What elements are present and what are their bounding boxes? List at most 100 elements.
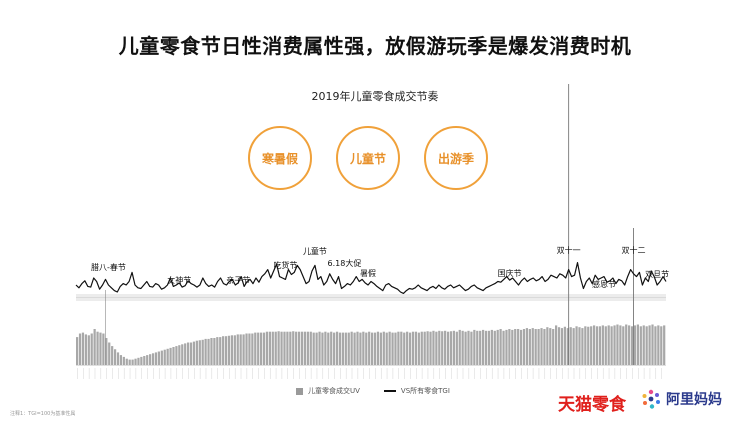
uv-bar bbox=[306, 331, 309, 365]
uv-bar bbox=[391, 332, 394, 365]
uv-bar bbox=[113, 349, 117, 365]
annotation-label: 双十二 bbox=[622, 245, 646, 255]
uv-bar bbox=[84, 334, 87, 365]
uv-bar bbox=[660, 326, 663, 365]
uv-bar bbox=[572, 328, 575, 365]
annotation-label: 6.18大促 bbox=[328, 258, 362, 268]
uv-bar bbox=[373, 332, 377, 365]
uv-bar bbox=[178, 345, 181, 365]
uv-bar bbox=[639, 326, 642, 365]
uv-bar bbox=[525, 328, 529, 365]
uv-bar bbox=[537, 329, 540, 365]
uv-bar bbox=[590, 326, 593, 365]
annotation-label: 双十一 bbox=[557, 245, 581, 255]
uv-bar bbox=[581, 328, 584, 365]
uv-bar bbox=[423, 331, 426, 365]
uv-bar bbox=[368, 331, 371, 365]
uv-bar bbox=[318, 331, 321, 365]
uv-bar bbox=[271, 331, 274, 365]
uv-bar bbox=[359, 332, 362, 365]
uv-bar bbox=[160, 350, 163, 365]
uv-bar bbox=[473, 329, 476, 365]
uv-bar bbox=[268, 331, 271, 365]
uv-bar bbox=[517, 329, 520, 365]
uv-bar bbox=[648, 325, 651, 365]
uv-bar bbox=[446, 331, 450, 365]
uv-bar bbox=[379, 332, 382, 365]
uv-bar bbox=[619, 325, 622, 365]
uv-bar bbox=[528, 329, 531, 365]
uv-bar bbox=[432, 330, 435, 365]
uv-bar bbox=[604, 326, 607, 365]
uv-bar bbox=[163, 349, 166, 365]
uv-bar bbox=[575, 326, 578, 365]
uv-bar bbox=[499, 329, 502, 365]
uv-bar bbox=[607, 325, 610, 365]
uv-bar bbox=[257, 332, 260, 365]
uv-bar bbox=[435, 331, 438, 365]
uv-bar bbox=[248, 333, 251, 365]
legend-label: VS所有零食TGI bbox=[400, 387, 450, 395]
uv-bar bbox=[356, 331, 359, 365]
uv-bar bbox=[233, 335, 236, 365]
uv-bar bbox=[622, 326, 625, 365]
uv-bar bbox=[303, 331, 307, 365]
uv-bar bbox=[444, 330, 447, 365]
uv-bar bbox=[496, 329, 499, 365]
uv-bar bbox=[81, 332, 85, 365]
uv-bar bbox=[376, 331, 380, 365]
uv-bar bbox=[274, 331, 277, 365]
uv-bar bbox=[484, 330, 488, 365]
uv-bar bbox=[321, 332, 324, 365]
uv-bar bbox=[385, 332, 388, 365]
badge-label: 寒暑假 bbox=[261, 151, 298, 166]
uv-bar bbox=[613, 325, 616, 365]
uv-bar bbox=[455, 331, 458, 365]
uv-bar bbox=[116, 352, 120, 365]
uv-bar bbox=[508, 329, 511, 365]
uv-bar bbox=[143, 356, 146, 365]
uv-bar bbox=[464, 331, 467, 365]
uv-bar bbox=[151, 353, 155, 365]
uv-bar bbox=[560, 328, 564, 365]
uv-bar bbox=[458, 329, 461, 365]
uv-bar bbox=[204, 338, 207, 365]
uv-bar bbox=[429, 331, 432, 365]
uv-bar bbox=[633, 325, 637, 365]
uv-bar bbox=[584, 326, 587, 365]
annotation-label: 国庆节 bbox=[498, 268, 522, 278]
uv-bar bbox=[362, 331, 365, 365]
tmall-snacks-logo: 天猫零食 bbox=[558, 395, 626, 415]
uv-bar bbox=[563, 326, 566, 365]
uv-bar bbox=[102, 333, 105, 365]
uv-bar bbox=[96, 331, 99, 365]
badge-travel-season: 出游季 bbox=[424, 126, 488, 190]
uv-bar bbox=[280, 331, 283, 365]
uv-bar bbox=[557, 327, 561, 365]
uv-bar bbox=[452, 330, 455, 365]
uv-bar bbox=[642, 325, 645, 365]
annotation-label: 感恩节 bbox=[592, 279, 616, 289]
uv-bar bbox=[411, 331, 415, 365]
chart-legend: 儿童零食成交UV VS所有零食TGI bbox=[296, 386, 450, 396]
uv-bar bbox=[420, 331, 423, 365]
uv-bar bbox=[592, 325, 596, 365]
legend-item-uv: 儿童零食成交UV bbox=[296, 386, 360, 396]
uv-bar bbox=[324, 331, 327, 365]
uv-bar bbox=[519, 329, 523, 365]
uv-bar bbox=[289, 331, 292, 365]
uv-bar bbox=[487, 330, 491, 365]
uv-bar bbox=[213, 338, 216, 365]
uv-bar bbox=[242, 334, 245, 365]
uv-bar bbox=[149, 354, 152, 365]
uv-bar bbox=[502, 330, 505, 365]
uv-bar bbox=[224, 336, 228, 365]
alimama-label: 阿里妈妈 bbox=[666, 392, 722, 408]
uv-bar bbox=[566, 328, 569, 365]
uv-bar bbox=[134, 358, 137, 365]
annotation-label: 暑假 bbox=[360, 269, 376, 278]
uv-bar bbox=[505, 329, 508, 365]
annotation-label: 腊八-春节 bbox=[91, 262, 126, 272]
uv-bar bbox=[476, 330, 479, 365]
